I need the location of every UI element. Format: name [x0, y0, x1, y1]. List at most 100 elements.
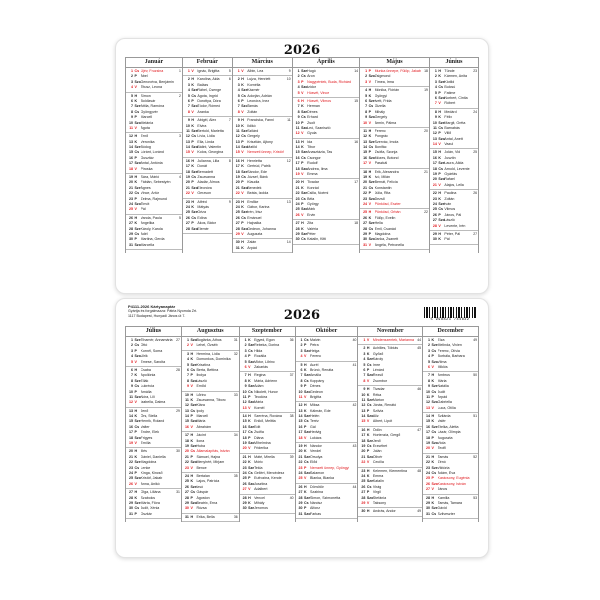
weekday: V	[241, 69, 244, 73]
weekday: K	[438, 74, 442, 79]
name-day: Jusztin	[444, 155, 456, 160]
day-number: 24	[426, 470, 431, 475]
weekday: P	[248, 394, 251, 399]
day-row: 22 P Júlia, Rita	[360, 191, 429, 196]
name-day: Judit	[437, 389, 446, 394]
day-row: 5 Szo Vilma	[423, 360, 478, 365]
day-row: 2 H Lujza, Henriett 10	[233, 77, 292, 82]
week-number: 18	[354, 221, 359, 226]
day-row: 29 Cs Nárcisz	[296, 501, 358, 506]
week-number	[351, 91, 359, 96]
day-row: 13 K Veronika	[126, 140, 182, 145]
weekday: P	[241, 98, 244, 103]
day-row: 7 Szo Tódor, Rómeó	[183, 104, 232, 109]
weekday: Cs	[134, 191, 140, 196]
day-number: 19	[129, 175, 133, 180]
day-row: 3 K Kornélia	[233, 83, 292, 88]
week-group: 13 H Jenő 29 14 K Örs, Stella 15 Sze Henrik, Rola…	[126, 408, 181, 449]
week-number: 29	[176, 408, 180, 413]
day-row: 19 V Emma	[293, 172, 359, 177]
day-row: 17 K Donát	[183, 164, 232, 169]
name-day: Beáta, Izolda	[247, 191, 269, 196]
name-day: Péter, Pál	[444, 231, 461, 236]
day-row: 12 Szo Gabriella	[423, 400, 478, 405]
weekday: P	[431, 476, 434, 481]
day-number: 8	[237, 109, 240, 114]
day-number: 8	[434, 109, 437, 114]
week-group: 30 H Zalán 14 31 K Árpád	[232, 239, 292, 254]
name-day: Izsó	[196, 484, 204, 489]
calendar-card-first-half: 2026 Január 1 Cs Újév, Fruzsina 1 2 P Ábel 3 Szo G…	[115, 38, 489, 294]
day-row: 18 Szo Frigyes	[126, 436, 181, 441]
weekday: V	[431, 446, 434, 451]
day-row: 10 K Elvira	[183, 124, 232, 129]
day-number: 20	[363, 180, 368, 185]
day-number: 14	[363, 145, 368, 150]
day-row: 22 K Zénó	[423, 460, 478, 465]
day-number: 11	[235, 128, 240, 133]
name-day: Petra	[310, 343, 319, 348]
day-row: 7 K Apollónia	[126, 373, 181, 378]
name-day: Ivó, Milán	[374, 175, 390, 180]
weekday: Szo	[191, 185, 198, 190]
day-number: 14	[426, 414, 431, 419]
name-day: Apollónia	[140, 373, 156, 378]
day-number: 22	[185, 191, 190, 196]
day-row: 4 Szo Ulrik	[126, 354, 181, 359]
day-row: 6 H Húsvét, Vilmos 15	[293, 99, 359, 104]
day-row: 5 K Györgyi	[360, 94, 429, 99]
weekday: V	[241, 150, 244, 155]
weekday: H	[438, 231, 442, 236]
weekday: V	[134, 481, 137, 486]
day-number: 20	[295, 180, 300, 185]
name-day: Kristóf, Jakab	[140, 476, 163, 481]
name-day: Frigyes	[140, 435, 153, 440]
weekday: Cs	[191, 93, 196, 98]
day-number: 28	[129, 495, 133, 500]
weekday: Sze	[431, 506, 438, 511]
day-number: 29	[426, 500, 431, 505]
name-day: Szeréna, Roxána	[254, 414, 282, 419]
week-group: 28 H Kamilla 53 29 K Tamás, Tamara 30 Sze Dávid 31…	[423, 495, 478, 520]
day-number: 8	[300, 378, 303, 383]
name-day: László	[444, 218, 455, 223]
name-day: Lenke	[140, 465, 151, 470]
day-number: 30	[129, 237, 133, 242]
weekday: Sze	[304, 495, 311, 500]
name-day: Kornélia	[247, 82, 261, 87]
day-row: 14 K Örs, Stella	[126, 414, 181, 419]
weekday: Cs	[368, 185, 374, 190]
day-row: 19 P Gyárfás	[430, 172, 478, 177]
month-column-11: November 1 V Mindenszentek, Marianna 44 2 H Ach…	[357, 327, 423, 523]
publisher-name: Gyártja és forgalmazza: Pátria Nyomda Zr…	[128, 309, 198, 314]
weekday: Cs	[241, 215, 246, 220]
day-number: 9	[365, 115, 368, 120]
day-number: 18	[185, 169, 190, 174]
day-row: 29 Cs Adél	[126, 232, 182, 237]
weekday: V	[134, 166, 137, 171]
day-row: 25 Sze Katalin	[358, 479, 422, 484]
day-row: 7 H Regina 37	[240, 373, 295, 378]
weekday: H	[134, 175, 138, 180]
day-row: 9 H Abigél, Alex 7	[183, 118, 232, 123]
week-group: 14 H Szeréna, Roxána 38 15 K Enikő, Melitta 16 S…	[239, 413, 295, 454]
weekday: V	[190, 343, 193, 348]
weekday: Cs	[366, 444, 372, 449]
year-title: 2026	[283, 43, 321, 58]
week-group: 5 H Aurél 41 6 K Brúnó, Renáta 7 Sze Amália 8 Cs Kop…	[295, 362, 358, 403]
week-number	[284, 191, 292, 196]
month-header: Szeptember	[239, 327, 295, 337]
day-number: 25	[426, 476, 431, 481]
day-row: 16 V Ábrahám	[182, 425, 239, 430]
day-row: 8 Sze Dénes	[293, 110, 359, 115]
weekday: H	[191, 118, 194, 123]
day-number: 9	[244, 384, 247, 389]
day-number: 6	[131, 367, 133, 372]
day-row: 8 V Zoltán	[233, 110, 292, 115]
day-row: 2 Sze Melinda, Vivien	[423, 343, 478, 348]
week-number: 27	[473, 231, 477, 236]
weekday: P	[134, 155, 137, 160]
name-day: Aladár, Álmos	[197, 180, 220, 185]
day-number: 7	[131, 104, 133, 109]
day-number: 20	[361, 449, 366, 454]
